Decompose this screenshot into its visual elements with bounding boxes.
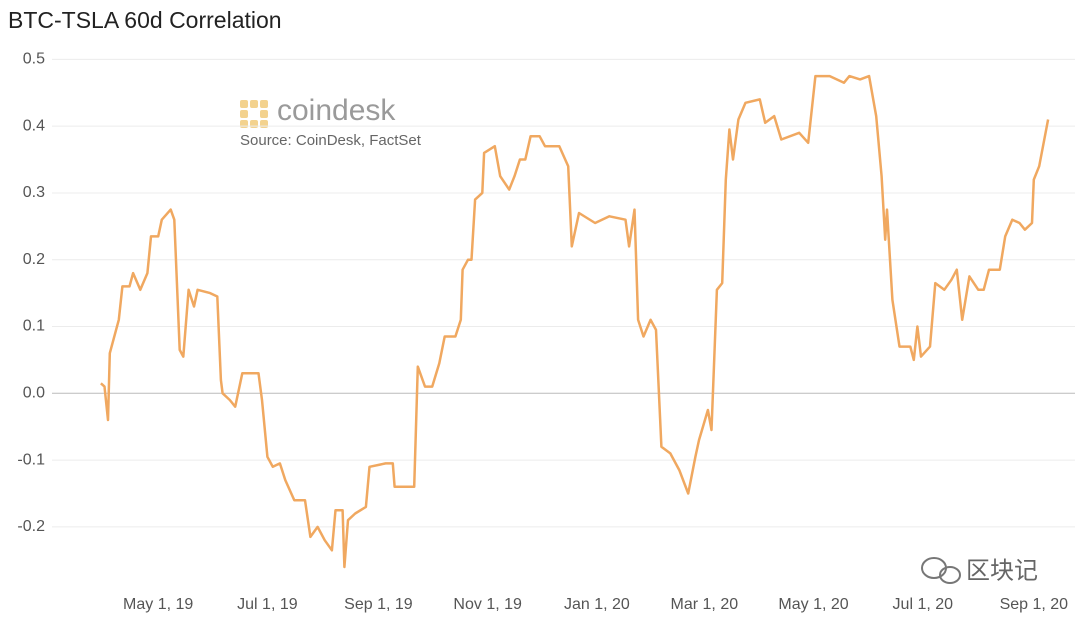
chart-title: BTC-TSLA 60d Correlation [8,7,282,33]
y-tick-label: 0.2 [23,251,45,268]
y-tick-label: -0.2 [17,518,45,535]
y-tick-label: 0.0 [23,385,45,402]
x-tick-label: Jul 1, 19 [237,596,298,613]
logo-icon [240,100,268,128]
x-tick-label: May 1, 19 [123,596,193,613]
watermark-icon [921,557,961,584]
x-tick-label: Jul 1, 20 [893,596,954,613]
y-tick-label: -0.1 [17,451,45,468]
x-tick-label: May 1, 20 [778,596,848,613]
y-tick-label: 0.4 [23,117,45,134]
watermark: 区块记 [966,557,1038,584]
source-note: Source: CoinDesk, FactSet [240,132,422,149]
x-tick-label: Mar 1, 20 [671,596,739,613]
data-line [100,74,1050,569]
brand-logo: coindesk [277,94,396,127]
x-tick-label: Sep 1, 19 [344,596,413,613]
y-tick-label: 0.3 [23,184,45,201]
x-tick-label: Sep 1, 20 [1000,596,1069,613]
x-tick-label: Jan 1, 20 [564,596,630,613]
x-tick-label: Nov 1, 19 [453,596,522,613]
y-tick-label: 0.5 [23,51,45,68]
y-tick-label: 0.1 [23,318,45,335]
